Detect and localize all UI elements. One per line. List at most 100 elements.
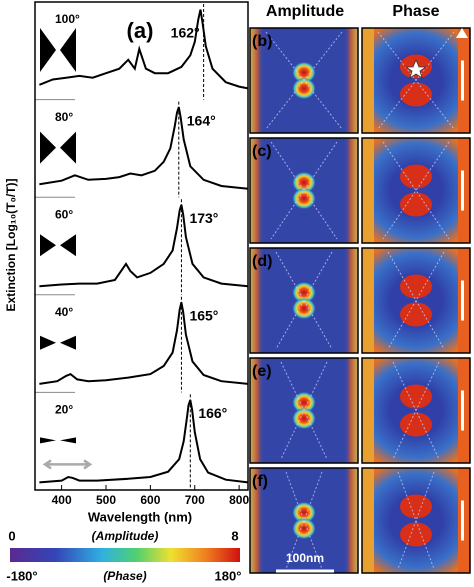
- phase-edge: [362, 358, 374, 463]
- spectrum: [39, 9, 249, 90]
- edge-glow: [344, 28, 358, 133]
- colorbar-label: (Phase): [103, 569, 146, 583]
- spectrum: [39, 106, 249, 190]
- edge-glow: [344, 468, 358, 573]
- phase-lobe: [400, 192, 432, 217]
- edge-glow: [344, 138, 358, 243]
- spectrum: [39, 204, 249, 288]
- phase-lobe: [400, 302, 432, 327]
- marker-bar: [461, 390, 464, 431]
- row-label: (f): [252, 473, 268, 490]
- column-header: Phase: [392, 3, 439, 20]
- bowtie-outline: [270, 141, 338, 240]
- map-frame: [249, 27, 359, 134]
- phase-edge: [362, 138, 374, 243]
- bowtie-icon: [40, 28, 76, 72]
- angle-label: 20°: [55, 403, 73, 417]
- amplitude-map: [249, 27, 359, 134]
- hotspot: [292, 391, 316, 414]
- phase-map: [361, 27, 471, 134]
- colorbar-label: -180°: [6, 568, 37, 583]
- bowtie-outline: [397, 471, 435, 570]
- phase-edge: [362, 248, 374, 353]
- scale-bar-label: 100nm: [286, 551, 324, 565]
- bowtie-outline: [382, 141, 450, 240]
- hotspot: [292, 501, 316, 524]
- map-frame: [361, 27, 471, 134]
- arrow: [42, 459, 93, 470]
- phase-map: [361, 137, 471, 244]
- triangle: [456, 28, 468, 38]
- star: [404, 58, 428, 79]
- map-frame: [361, 247, 471, 354]
- x-tick-label: 800: [229, 493, 249, 507]
- spectrum: [39, 302, 249, 385]
- colorbar-label: 180°: [215, 568, 242, 583]
- phase-lobe: [400, 82, 432, 107]
- row-label: (b): [252, 33, 272, 50]
- bowtie-outline: [275, 251, 333, 350]
- edge-glow: [250, 138, 264, 243]
- map-frame: [361, 137, 471, 244]
- bowtie-outline: [392, 361, 440, 460]
- marker-bar: [461, 60, 464, 101]
- amplitude-map: [249, 467, 359, 574]
- hotspot: [292, 281, 316, 304]
- edge-glow: [344, 248, 358, 353]
- phase-lobe: [400, 522, 432, 547]
- axes-frame: [34, 1, 249, 491]
- hotspot: [292, 517, 316, 540]
- edge-glow: [250, 468, 264, 573]
- map-frame: [361, 467, 471, 574]
- angle-label: 80°: [55, 110, 73, 124]
- bowtie-outline: [285, 471, 323, 570]
- phase-lobe: [400, 412, 432, 437]
- peak-label: 166°: [198, 405, 227, 421]
- x-tick-label: 700: [185, 493, 205, 507]
- map-bg: [362, 468, 470, 573]
- colorbar-label: (Amplitude): [92, 529, 159, 543]
- map-frame: [249, 247, 359, 354]
- x-axis-label: Wavelength (nm): [88, 509, 192, 524]
- bowtie-icon: [40, 437, 76, 444]
- bowtie-icon: [40, 335, 76, 350]
- phase-map: [361, 467, 471, 574]
- map-frame: [249, 357, 359, 464]
- edge-glow: [250, 248, 264, 353]
- row-label: (e): [252, 363, 272, 380]
- spectrum: [39, 399, 249, 484]
- hotspot: [292, 297, 316, 320]
- colorbar-label: 8: [231, 528, 238, 543]
- marker-bar: [461, 280, 464, 321]
- angle-label: 60°: [55, 207, 73, 221]
- phase-lobe: [400, 274, 432, 299]
- hotspot: [292, 171, 316, 194]
- hotspot: [292, 187, 316, 210]
- bowtie-outline: [280, 361, 328, 460]
- phase-map: [361, 357, 471, 464]
- bowtie-outline: [377, 31, 455, 130]
- amplitude-map: [249, 357, 359, 464]
- hotspot: [292, 61, 316, 84]
- phase-edge: [362, 28, 374, 133]
- x-tick-label: 500: [96, 493, 116, 507]
- phase-lobe: [400, 164, 432, 189]
- hotspot: [292, 77, 316, 100]
- peak-label: 162°: [171, 25, 200, 41]
- angle-label: 100°: [55, 12, 80, 26]
- edge-glow: [250, 28, 264, 133]
- phase-map: [361, 247, 471, 354]
- panel-label: (a): [127, 18, 154, 43]
- phase-edge: [362, 468, 374, 573]
- map-frame: [361, 357, 471, 464]
- marker-bar: [461, 170, 464, 211]
- column-header: Amplitude: [266, 3, 344, 20]
- marker-bar: [461, 500, 464, 541]
- angle-label: 40°: [55, 305, 73, 319]
- peak-label: 173°: [189, 210, 218, 226]
- map-frame: [249, 137, 359, 244]
- phase-lobe: [400, 384, 432, 409]
- x-tick-label: 600: [140, 493, 160, 507]
- colorbar-label: 0: [8, 528, 15, 543]
